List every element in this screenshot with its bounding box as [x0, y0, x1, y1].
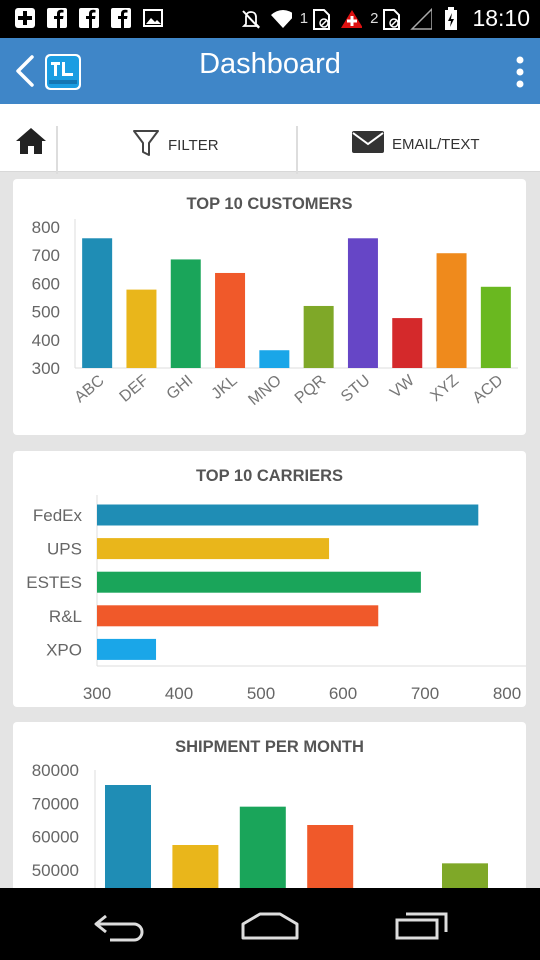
bar — [97, 605, 379, 627]
y-tick-label: FedEx — [33, 506, 83, 525]
bar — [82, 238, 113, 368]
facebook-icon — [110, 7, 132, 29]
y-tick-label: 800 — [32, 218, 60, 237]
bar — [215, 272, 246, 368]
x-tick-label: 400 — [165, 684, 193, 703]
y-tick-label: UPS — [47, 540, 82, 559]
page-title: Dashboard — [199, 48, 341, 80]
bar — [307, 825, 354, 888]
y-tick-label: 600 — [32, 274, 60, 293]
y-tick-label: 400 — [32, 331, 60, 350]
y-tick-label: 80000 — [32, 761, 79, 780]
bar — [480, 286, 511, 368]
back-nav-icon[interactable] — [92, 912, 148, 947]
status-bar: 1 2 18:10 — [0, 0, 540, 38]
x-tick-label: 500 — [247, 684, 275, 703]
y-tick-label: 70000 — [32, 794, 79, 813]
bar — [97, 571, 421, 593]
clock: 18:10 — [472, 5, 530, 31]
filter-button[interactable]: FILTER — [132, 128, 219, 162]
sim-icon — [380, 8, 402, 30]
swiss-flag-icon — [340, 8, 363, 30]
x-tick-label: DEF — [117, 372, 153, 406]
shipment-per-month-title: SHIPMENT PER MONTH — [175, 738, 364, 756]
bar — [259, 350, 290, 368]
app-bar: Dashboard — [0, 38, 540, 104]
image-icon — [142, 7, 164, 29]
y-tick-label: 500 — [32, 303, 60, 322]
toolbar-divider — [56, 126, 58, 174]
bar — [442, 863, 488, 888]
x-tick-label: ABC — [72, 372, 108, 406]
top-customers-chart: 300 400 500 600 700 800 ABC DEF GHI JKL MNO PQR STU V… — [32, 218, 518, 409]
recent-apps-icon[interactable] — [394, 910, 450, 947]
x-tick-label: PQR — [292, 372, 329, 407]
overflow-menu-icon[interactable] — [514, 55, 526, 89]
filter-label: FILTER — [168, 136, 219, 154]
facebook-icon — [78, 7, 100, 29]
x-tick-label: 300 — [83, 684, 111, 703]
top-customers-card: TOP 10 CUSTOMERS 300 400 500 600 700 800 ABC DE… — [13, 179, 526, 435]
mail-icon — [352, 130, 384, 158]
email-text-button[interactable]: EMAIL/TEXT — [352, 130, 480, 158]
email-text-label: EMAIL/TEXT — [392, 135, 480, 153]
bar — [126, 289, 157, 368]
top-carriers-chart: FedEx UPS ESTES R&L XPO 300 400 500 600 700 800 — [26, 495, 526, 703]
x-tick-label: JKL — [209, 372, 241, 403]
y-tick-label: 300 — [32, 359, 60, 378]
top-carriers-card: TOP 10 CARRIERS FedEx UPS ESTES R&L XPO 300 40… — [13, 451, 526, 707]
x-tick-label: MNO — [245, 372, 285, 409]
mute-icon — [240, 8, 262, 30]
bar — [172, 845, 219, 888]
facebook-icon — [46, 7, 68, 29]
x-tick-label: VW — [387, 371, 418, 401]
home-nav-icon[interactable] — [240, 910, 300, 947]
y-tick-label: 60000 — [32, 828, 79, 847]
home-icon[interactable] — [14, 126, 48, 156]
bar — [170, 259, 201, 368]
x-tick-label: STU — [338, 372, 373, 406]
x-tick-label: 700 — [411, 684, 439, 703]
bar — [97, 638, 157, 660]
top-customers-title: TOP 10 CUSTOMERS — [186, 195, 353, 213]
action-toolbar: FILTER EMAIL/TEXT — [0, 104, 540, 174]
bar — [392, 318, 423, 368]
y-tick-label: R&L — [49, 607, 82, 626]
sim-icon — [310, 8, 332, 30]
toolbar-divider — [296, 126, 298, 174]
x-tick-label: GHI — [164, 372, 197, 403]
y-tick-label: 50000 — [32, 861, 79, 880]
bar — [239, 806, 286, 888]
bar — [105, 785, 151, 888]
wifi-icon — [270, 8, 292, 30]
shipment-per-month-chart: 50000 60000 70000 80000 — [32, 761, 488, 888]
sim1-label: 1 — [299, 10, 309, 27]
battery-charging-icon — [440, 6, 462, 30]
bar — [303, 305, 334, 368]
app-logo-icon — [45, 54, 81, 90]
bar — [97, 538, 330, 560]
x-tick-label: 600 — [329, 684, 357, 703]
bar — [347, 238, 378, 368]
shipment-per-month-card: SHIPMENT PER MONTH 50000 60000 70000 80000 — [13, 722, 526, 888]
sim2-label: 2 — [370, 10, 379, 27]
top-carriers-title: TOP 10 CARRIERS — [195, 467, 344, 485]
signal-icon — [410, 7, 433, 30]
x-tick-label: 800 — [493, 684, 521, 703]
bar — [97, 504, 479, 526]
back-arrow-icon[interactable] — [12, 53, 40, 89]
y-tick-label: 700 — [32, 246, 60, 265]
add-notification-icon — [14, 7, 36, 29]
filter-icon — [132, 128, 160, 162]
bar — [436, 253, 467, 368]
y-tick-label: ESTES — [26, 573, 82, 592]
y-tick-label: XPO — [46, 640, 82, 659]
x-tick-label: ACD — [470, 372, 507, 407]
system-nav-bar — [0, 888, 540, 960]
x-tick-label: XYZ — [427, 372, 462, 405]
